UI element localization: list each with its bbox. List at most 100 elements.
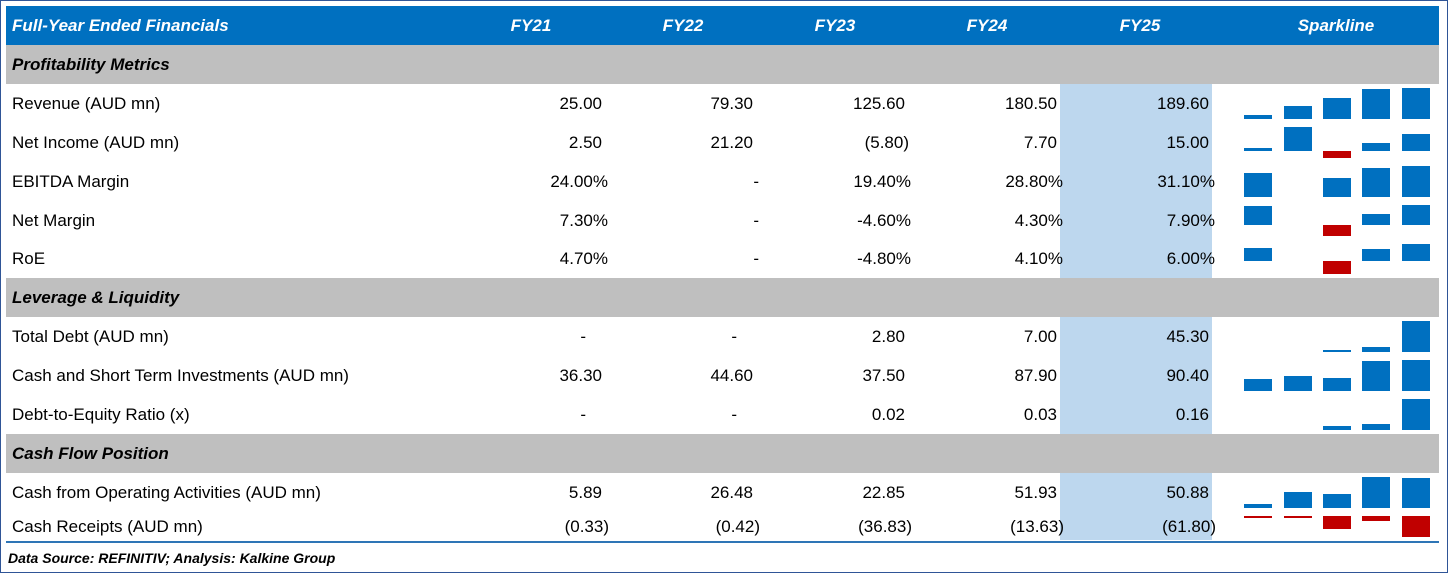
sparkline-bar xyxy=(1244,206,1272,225)
col-fy25: FY25 xyxy=(1119,15,1161,35)
table-title: Full-Year Ended Financials xyxy=(12,15,229,35)
value-fy24: 0.03 xyxy=(1023,404,1057,424)
sparkline-bar xyxy=(1362,360,1390,391)
sparkline-bar xyxy=(1402,205,1430,225)
table-row: Net Income (AUD mn) 2.50 21.20 (5.80) 7.… xyxy=(6,123,1439,162)
value-fy25: 45.30 xyxy=(1166,326,1209,346)
value-fy23: 37.50 xyxy=(862,365,905,385)
value-fy22: 79.30 xyxy=(710,93,753,113)
sparkline-bar xyxy=(1402,360,1430,391)
value-fy25: (61.80) xyxy=(1162,516,1216,536)
table-row: Debt-to-Equity Ratio (x) - - 0.02 0.03 0… xyxy=(6,395,1439,434)
table-row: RoE 4.70% - -4.80% 4.10% 6.00% xyxy=(6,240,1439,278)
col-fy23: FY23 xyxy=(814,15,856,35)
value-fy24: 7.70 xyxy=(1023,132,1057,152)
value-fy24: 180.50 xyxy=(1005,93,1057,113)
value-fy25: 90.40 xyxy=(1166,365,1209,385)
sparkline-bar xyxy=(1323,260,1351,274)
value-fy21: 4.70% xyxy=(559,249,608,268)
section-header: Leverage & Liquidity xyxy=(6,278,1439,317)
sparkline-bar xyxy=(1362,347,1390,352)
sparkline-bar xyxy=(1323,350,1351,352)
value-fy22: - xyxy=(753,210,759,230)
value-fy22: 21.20 xyxy=(710,132,753,152)
row-label: EBITDA Margin xyxy=(12,171,130,191)
value-fy25: 6.00% xyxy=(1166,249,1215,268)
value-fy24: 4.10% xyxy=(1014,249,1063,268)
row-label: Cash Receipts (AUD mn) xyxy=(12,516,203,536)
sparkline-bar xyxy=(1402,477,1430,508)
table-header: Full-Year Ended Financials FY21 FY22 FY2… xyxy=(6,6,1439,45)
row-label: RoE xyxy=(12,249,46,268)
col-fy24: FY24 xyxy=(966,15,1008,35)
value-fy22: 44.60 xyxy=(710,365,753,385)
value-fy25: 15.00 xyxy=(1166,132,1209,152)
value-fy23: (36.83) xyxy=(858,516,912,536)
table-row: Total Debt (AUD mn) - - 2.80 7.00 45.30 xyxy=(6,317,1439,356)
sparkline-bar xyxy=(1402,399,1430,430)
sparkline-bar xyxy=(1402,516,1430,537)
table-row: Cash from Operating Activities (AUD mn) … xyxy=(6,473,1439,512)
sparkline-bar xyxy=(1284,375,1312,391)
sparkline-bar xyxy=(1323,426,1351,430)
value-fy23: 22.85 xyxy=(862,482,905,502)
sparkline-bar xyxy=(1362,249,1390,261)
table-row: Net Margin 7.30% - -4.60% 4.30% 7.90% xyxy=(6,201,1439,240)
row-label: Net Income (AUD mn) xyxy=(12,132,180,152)
value-fy21: 25.00 xyxy=(559,93,602,113)
value-fy25: 7.90% xyxy=(1166,210,1215,230)
value-fy24: 7.00 xyxy=(1023,326,1057,346)
row-label: Revenue (AUD mn) xyxy=(12,93,161,113)
value-fy23: 2.80 xyxy=(871,326,905,346)
value-fy24: 4.30% xyxy=(1014,210,1063,230)
data-source-note: Data Source: REFINITIV; Analysis: Kalkin… xyxy=(8,550,336,566)
fy25-highlight xyxy=(1060,84,1212,278)
value-fy23: 19.40% xyxy=(853,171,911,191)
value-fy23: 125.60 xyxy=(853,93,905,113)
sparkline-bar xyxy=(1402,166,1430,197)
sparkline-bar xyxy=(1362,213,1390,225)
value-fy24: 51.93 xyxy=(1014,482,1057,502)
value-fy22: - xyxy=(731,404,737,424)
sparkline-bar xyxy=(1244,504,1272,508)
sparkline-bar xyxy=(1402,244,1430,261)
value-fy24: (13.63) xyxy=(1010,516,1064,536)
section-header: Profitability Metrics xyxy=(6,45,1439,84)
sparkline-bar xyxy=(1402,88,1430,119)
value-fy21: - xyxy=(580,326,586,346)
col-fy21: FY21 xyxy=(510,15,552,35)
value-fy21: 24.00% xyxy=(550,171,608,191)
value-fy21: 36.30 xyxy=(559,365,602,385)
value-fy22: - xyxy=(731,326,737,346)
row-label: Debt-to-Equity Ratio (x) xyxy=(12,404,190,424)
sparkline-bar xyxy=(1244,516,1272,518)
table-row: Revenue (AUD mn) 25.00 79.30 125.60 180.… xyxy=(6,84,1439,123)
value-fy23: 0.02 xyxy=(871,404,905,424)
sparkline-bar xyxy=(1284,106,1312,119)
value-fy25: 31.10% xyxy=(1157,171,1215,191)
section-title: Profitability Metrics xyxy=(12,54,170,74)
value-fy25: 0.16 xyxy=(1175,404,1209,424)
sparkline-bar xyxy=(1244,148,1272,152)
value-fy21: 2.50 xyxy=(568,132,602,152)
value-fy23: -4.60% xyxy=(857,210,911,230)
table-row: Cash Receipts (AUD mn) (0.33) (0.42) (36… xyxy=(6,512,1439,541)
sparkline-bar xyxy=(1402,321,1430,352)
sparkline-bar xyxy=(1323,177,1351,197)
sparkline-bar xyxy=(1323,224,1351,236)
sparkline-bar xyxy=(1323,151,1351,158)
sparkline-bar xyxy=(1244,114,1272,119)
footer: Data Source: REFINITIV; Analysis: Kalkin… xyxy=(6,541,1439,571)
value-fy24: 87.90 xyxy=(1014,365,1057,385)
fy25-highlight xyxy=(1060,317,1212,434)
col-fy22: FY22 xyxy=(662,15,704,35)
sparkline-bar xyxy=(1323,494,1351,508)
sparkline-bar xyxy=(1244,247,1272,261)
value-fy22: - xyxy=(753,249,759,268)
value-fy22: 26.48 xyxy=(710,482,753,502)
sparkline-bar xyxy=(1362,516,1390,521)
section-title: Cash Flow Position xyxy=(12,443,169,463)
value-fy22: - xyxy=(753,171,759,191)
fy25-highlight xyxy=(1060,473,1212,540)
sparkline-bar xyxy=(1362,168,1390,197)
